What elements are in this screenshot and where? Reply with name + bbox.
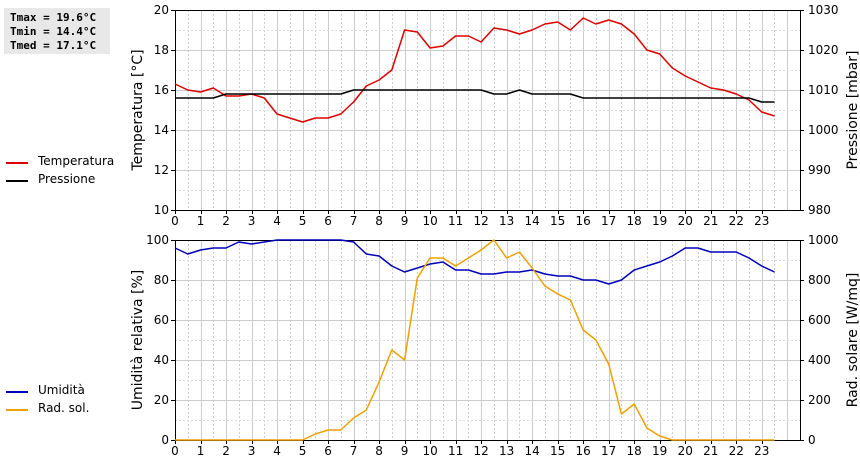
series-line-umidit bbox=[174, 239, 775, 285]
y2-tick-label-bottom: 0 bbox=[808, 433, 816, 447]
x-tick-label-top: 8 bbox=[375, 214, 383, 228]
legend-swatch-umidita bbox=[6, 391, 28, 393]
legend-label-umidita: Umidità bbox=[38, 383, 85, 397]
series-line-pressione bbox=[175, 89, 775, 103]
x-tick-label-top: 13 bbox=[499, 214, 514, 228]
x-tick-label-top: 18 bbox=[627, 214, 642, 228]
legend-label-radsol: Rad. sol. bbox=[38, 401, 90, 415]
y-tick-label-bottom: 20 bbox=[154, 393, 169, 407]
x-tick-label-top: 12 bbox=[473, 214, 488, 228]
tmin-value: Tmin = 14.4°C bbox=[10, 25, 97, 38]
x-tick-label-top: 22 bbox=[729, 214, 744, 228]
y-tick-label-top: 10 bbox=[154, 203, 169, 217]
x-tick-label-bottom: 11 bbox=[448, 444, 463, 458]
y-axis-label-bottom: Umidità relativa [%] bbox=[130, 270, 146, 411]
y2-tick-label-top: 990 bbox=[808, 163, 831, 177]
y2-tick-label-top: 1030 bbox=[808, 3, 839, 17]
y2-axis-label-bottom: Rad. solare [W/mq] bbox=[845, 273, 860, 408]
y2-tick-label-top: 980 bbox=[808, 203, 831, 217]
legend-swatch-pressione bbox=[6, 180, 28, 182]
x-tick-label-top: 10 bbox=[422, 214, 437, 228]
tmax-value: Tmax = 19.6°C bbox=[10, 11, 97, 24]
series-line-temperatura bbox=[174, 17, 775, 123]
y2-tick-label-top: 1010 bbox=[808, 83, 839, 97]
x-tick-label-top: 7 bbox=[350, 214, 358, 228]
y2-axis-label-top: Pressione [mbar] bbox=[845, 50, 860, 169]
y-tick-label-top: 20 bbox=[154, 3, 169, 17]
x-tick-label-bottom: 8 bbox=[375, 444, 383, 458]
x-tick-label-top: 20 bbox=[678, 214, 693, 228]
legend-swatch-radsol bbox=[6, 409, 28, 411]
x-tick-label-top: 11 bbox=[448, 214, 463, 228]
x-tick-label-bottom: 10 bbox=[422, 444, 437, 458]
x-tick-label-bottom: 19 bbox=[652, 444, 667, 458]
stats-box: Tmax = 19.6°C Tmin = 14.4°C Tmed = 17.1°… bbox=[4, 8, 110, 54]
x-tick-label-bottom: 13 bbox=[499, 444, 514, 458]
x-tick-label-bottom: 18 bbox=[627, 444, 642, 458]
legend-label-pressione: Pressione bbox=[38, 172, 96, 186]
x-tick-label-bottom: 2 bbox=[222, 444, 230, 458]
x-tick-label-bottom: 7 bbox=[350, 444, 358, 458]
x-tick-label-bottom: 4 bbox=[273, 444, 281, 458]
y-tick-label-top: 14 bbox=[154, 123, 169, 137]
y2-tick-label-top: 1000 bbox=[808, 123, 839, 137]
y2-tick-label-bottom: 400 bbox=[808, 353, 831, 367]
y-tick-label-bottom: 80 bbox=[154, 273, 169, 287]
x-tick-label-bottom: 23 bbox=[754, 444, 769, 458]
tmed-value: Tmed = 17.1°C bbox=[10, 39, 97, 52]
y-tick-label-top: 16 bbox=[154, 83, 169, 97]
x-tick-label-bottom: 1 bbox=[197, 444, 205, 458]
x-tick-label-bottom: 0 bbox=[171, 444, 179, 458]
y2-tick-label-bottom: 200 bbox=[808, 393, 831, 407]
x-tick-label-bottom: 3 bbox=[248, 444, 256, 458]
y2-tick-label-bottom: 1000 bbox=[808, 233, 839, 247]
x-tick-label-bottom: 5 bbox=[299, 444, 307, 458]
y2-tick-label-top: 1020 bbox=[808, 43, 839, 57]
x-tick-label-bottom: 14 bbox=[525, 444, 540, 458]
x-tick-label-bottom: 16 bbox=[576, 444, 591, 458]
x-tick-label-top: 14 bbox=[525, 214, 540, 228]
legend-swatch-temperatura bbox=[6, 162, 28, 164]
x-tick-label-top: 5 bbox=[299, 214, 307, 228]
x-tick-label-top: 4 bbox=[273, 214, 281, 228]
x-tick-label-top: 1 bbox=[197, 214, 205, 228]
y-tick-label-top: 12 bbox=[154, 163, 169, 177]
plot-frame-top bbox=[175, 10, 801, 211]
x-tick-label-top: 23 bbox=[754, 214, 769, 228]
y-tick-label-top: 18 bbox=[154, 43, 169, 57]
plot-frame-bottom bbox=[175, 240, 801, 441]
x-tick-label-bottom: 17 bbox=[601, 444, 616, 458]
x-tick-label-bottom: 22 bbox=[729, 444, 744, 458]
y2-tick-label-bottom: 800 bbox=[808, 273, 831, 287]
x-tick-label-top: 0 bbox=[171, 214, 179, 228]
legend-label-temperatura: Temperatura bbox=[38, 154, 115, 168]
x-tick-label-bottom: 20 bbox=[678, 444, 693, 458]
x-tick-label-top: 6 bbox=[324, 214, 332, 228]
y-tick-label-bottom: 40 bbox=[154, 353, 169, 367]
x-tick-label-top: 15 bbox=[550, 214, 565, 228]
x-tick-label-top: 3 bbox=[248, 214, 256, 228]
series-line-radsol bbox=[175, 239, 775, 441]
y-tick-label-bottom: 100 bbox=[146, 233, 169, 247]
y-axis-label-top: Temperatura [°C] bbox=[130, 49, 146, 171]
x-tick-label-top: 16 bbox=[576, 214, 591, 228]
x-tick-label-bottom: 12 bbox=[473, 444, 488, 458]
y-tick-label-bottom: 0 bbox=[161, 433, 169, 447]
x-tick-label-bottom: 15 bbox=[550, 444, 565, 458]
x-tick-label-bottom: 21 bbox=[703, 444, 718, 458]
x-tick-label-bottom: 6 bbox=[324, 444, 332, 458]
y2-tick-label-bottom: 600 bbox=[808, 313, 831, 327]
x-tick-label-top: 9 bbox=[401, 214, 409, 228]
x-tick-label-top: 21 bbox=[703, 214, 718, 228]
x-tick-label-top: 19 bbox=[652, 214, 667, 228]
x-tick-label-bottom: 9 bbox=[401, 444, 409, 458]
y-tick-label-bottom: 60 bbox=[154, 313, 169, 327]
x-tick-label-top: 2 bbox=[222, 214, 230, 228]
x-tick-label-top: 17 bbox=[601, 214, 616, 228]
